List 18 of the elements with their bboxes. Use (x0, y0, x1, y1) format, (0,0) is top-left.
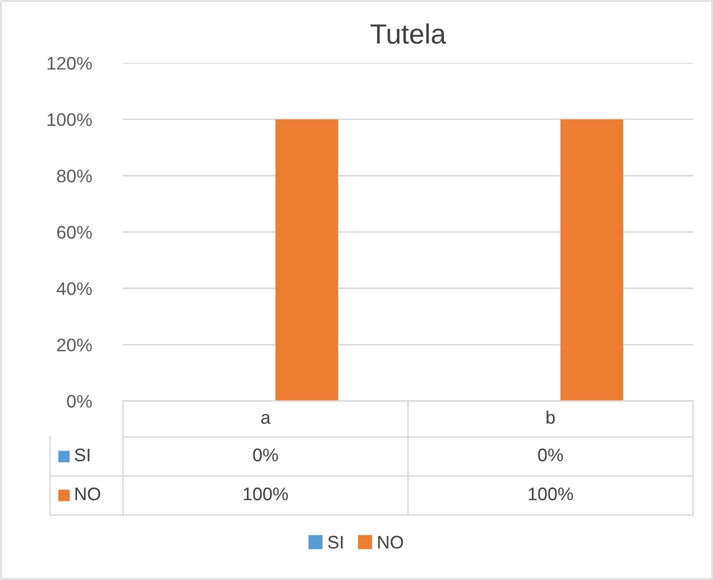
y-tick-label: 100% (48, 113, 92, 126)
legend-label: SI (74, 448, 90, 462)
chart-title: Tutela (370, 23, 446, 44)
text: NO (75, 488, 100, 500)
data-label: 100% (528, 488, 573, 500)
data-label: 0% (538, 448, 563, 462)
y-tick-label: 80% (57, 170, 92, 182)
y-tick-label: 40% (56, 282, 92, 296)
data-label: 100% (244, 488, 288, 500)
data-label: 0% (253, 448, 278, 462)
legend-label: NO (378, 536, 403, 549)
y-tick-label: 20% (57, 338, 92, 352)
x-tick-label: b (546, 410, 555, 424)
y-tick-label: 60% (57, 226, 92, 239)
x-tick-label: a (261, 414, 271, 424)
y-tick-label: 0% (67, 394, 92, 408)
text: SI (328, 536, 343, 549)
y-tick-label: 120% (48, 56, 92, 70)
